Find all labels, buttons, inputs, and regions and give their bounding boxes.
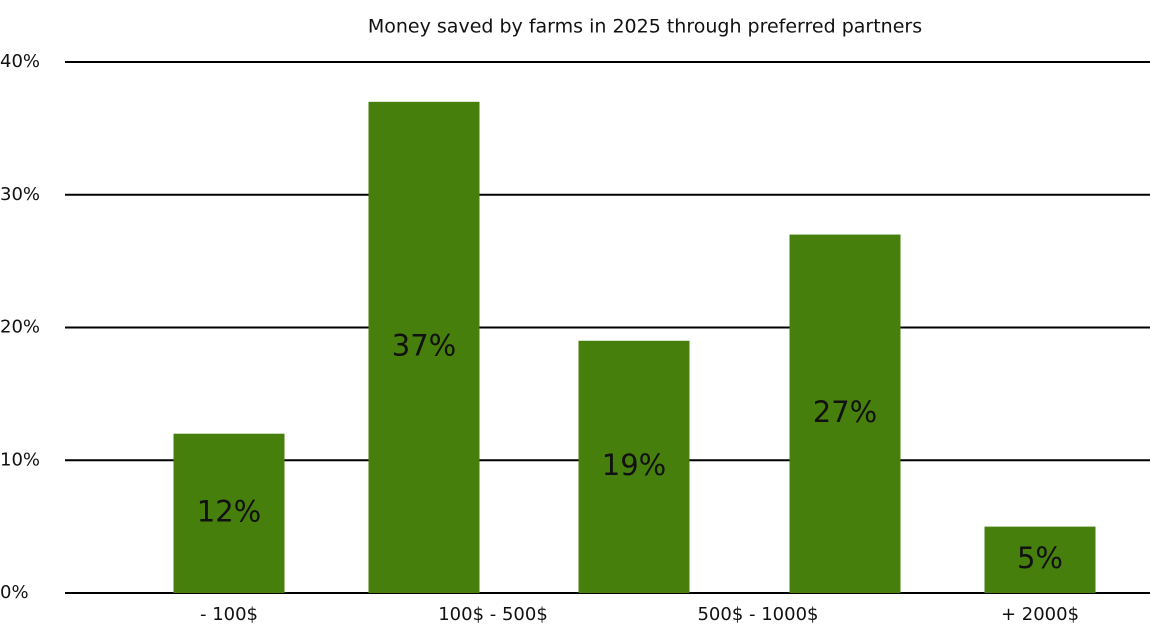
x-tick-label: 100$ - 500$ (438, 604, 548, 625)
chart-title: Money saved by farms in 2025 through pre… (368, 16, 922, 38)
bar (368, 101, 480, 593)
bar (789, 234, 901, 593)
bar (578, 340, 690, 593)
bar-value-label: 5% (1017, 541, 1063, 575)
x-tick-label: + 2000$ (1001, 604, 1079, 625)
bar-value-label: 27% (813, 395, 877, 429)
x-tick-label: - 100$ (200, 604, 258, 625)
y-tick-label: 10% (0, 449, 40, 470)
y-tick-label: 40% (0, 51, 40, 72)
y-tick-label: 30% (0, 184, 40, 205)
y-tick-label: 0% (0, 582, 29, 603)
bar (173, 433, 285, 593)
y-tick-label: 20% (0, 317, 40, 338)
bar (984, 526, 1096, 593)
x-tick-label: 500$ - 1000$ (697, 604, 818, 625)
bar-value-label: 19% (602, 448, 666, 482)
bar-value-label: 37% (392, 328, 456, 362)
bar-value-label: 12% (197, 494, 261, 528)
